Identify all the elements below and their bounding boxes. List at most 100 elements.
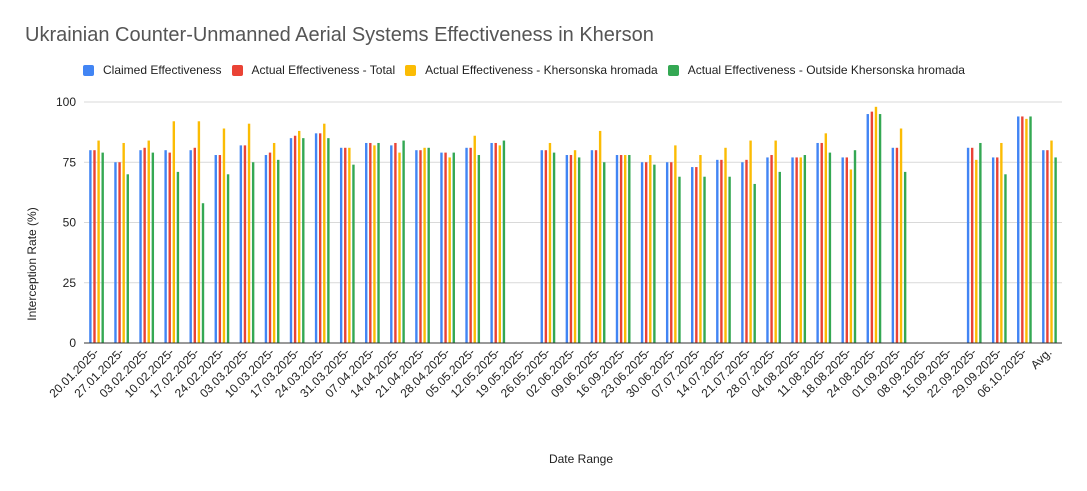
bar-2-23[interactable] — [674, 145, 677, 343]
bar-0-5[interactable] — [214, 155, 217, 343]
bar-0-10[interactable] — [339, 147, 343, 343]
legend-item-khersonska[interactable]: Actual Effectiveness - Khersonska hromad… — [405, 63, 658, 77]
bar-2-28[interactable] — [799, 157, 802, 343]
bar-1-19[interactable] — [569, 155, 573, 343]
bar-1-37[interactable] — [1021, 116, 1024, 344]
bar-3-5[interactable] — [226, 174, 230, 343]
bar-0-38[interactable] — [1042, 150, 1045, 343]
bar-2-37[interactable] — [1025, 118, 1028, 344]
bar-1-15[interactable] — [469, 147, 472, 343]
bar-2-15[interactable] — [473, 135, 476, 343]
bar-3-12[interactable] — [402, 140, 405, 343]
bar-2-29[interactable] — [824, 133, 828, 343]
bar-0-16[interactable] — [490, 142, 493, 343]
bar-3-0[interactable] — [101, 152, 104, 343]
bar-1-30[interactable] — [845, 157, 848, 343]
bar-3-26[interactable] — [753, 183, 756, 343]
bar-1-29[interactable] — [820, 142, 823, 343]
bar-3-27[interactable] — [778, 171, 781, 343]
bar-1-25[interactable] — [720, 159, 723, 343]
bar-2-9[interactable] — [323, 123, 326, 343]
bar-2-5[interactable] — [222, 128, 226, 343]
bar-2-12[interactable] — [398, 152, 401, 343]
bar-0-23[interactable] — [665, 162, 669, 343]
bar-1-22[interactable] — [644, 162, 648, 343]
bar-2-14[interactable] — [448, 157, 451, 343]
bar-0-32[interactable] — [891, 147, 895, 343]
bar-0-22[interactable] — [640, 162, 644, 343]
legend-item-claimed[interactable]: Claimed Effectiveness — [83, 63, 222, 77]
bar-0-4[interactable] — [189, 150, 192, 343]
bar-1-38[interactable] — [1046, 150, 1049, 343]
bar-0-18[interactable] — [540, 150, 543, 343]
bar-2-30[interactable] — [849, 169, 853, 343]
bar-3-9[interactable] — [327, 138, 330, 343]
bar-2-32[interactable] — [899, 128, 903, 343]
bar-1-26[interactable] — [745, 159, 748, 343]
bar-0-11[interactable] — [365, 142, 368, 343]
bar-3-19[interactable] — [577, 157, 581, 343]
bar-2-31[interactable] — [874, 106, 878, 343]
bar-0-7[interactable] — [264, 155, 268, 343]
bar-3-21[interactable] — [628, 155, 631, 343]
bar-3-4[interactable] — [201, 203, 205, 343]
bar-2-7[interactable] — [272, 142, 276, 343]
bar-0-36[interactable] — [991, 157, 995, 343]
bar-0-6[interactable] — [239, 145, 243, 343]
bar-3-13[interactable] — [427, 147, 430, 343]
bar-0-26[interactable] — [741, 162, 744, 343]
bar-3-15[interactable] — [477, 155, 481, 343]
bar-1-36[interactable] — [996, 157, 999, 343]
bar-2-26[interactable] — [749, 140, 752, 343]
bar-3-28[interactable] — [803, 155, 807, 343]
bar-0-29[interactable] — [816, 142, 819, 343]
bar-0-28[interactable] — [791, 157, 794, 343]
bar-2-8[interactable] — [298, 130, 301, 343]
bar-0-21[interactable] — [615, 155, 619, 343]
legend-item-actual-total[interactable]: Actual Effectiveness - Total — [231, 63, 395, 77]
bar-1-31[interactable] — [870, 111, 874, 343]
bar-3-29[interactable] — [828, 152, 832, 343]
bar-3-37[interactable] — [1029, 116, 1032, 344]
bar-2-6[interactable] — [247, 123, 251, 343]
bar-2-11[interactable] — [373, 145, 376, 343]
bar-1-12[interactable] — [394, 142, 397, 343]
bar-1-14[interactable] — [444, 152, 447, 343]
bar-0-13[interactable] — [415, 150, 418, 343]
bar-0-31[interactable] — [866, 114, 869, 343]
bar-3-6[interactable] — [251, 162, 255, 343]
bar-2-25[interactable] — [724, 147, 727, 343]
bar-3-38[interactable] — [1054, 157, 1057, 343]
bar-0-19[interactable] — [565, 155, 569, 343]
bar-1-21[interactable] — [619, 155, 623, 343]
bar-0-25[interactable] — [716, 159, 719, 343]
bar-3-36[interactable] — [1004, 174, 1007, 343]
bar-0-37[interactable] — [1017, 116, 1020, 344]
bar-1-8[interactable] — [293, 135, 297, 343]
bar-3-11[interactable] — [377, 142, 380, 343]
bar-3-31[interactable] — [878, 114, 882, 343]
bar-1-9[interactable] — [318, 133, 322, 343]
bar-2-18[interactable] — [548, 142, 552, 343]
bar-1-2[interactable] — [143, 147, 146, 343]
bar-1-6[interactable] — [243, 145, 247, 343]
bar-2-4[interactable] — [197, 121, 201, 343]
bar-3-23[interactable] — [678, 176, 681, 343]
bar-0-8[interactable] — [289, 138, 293, 343]
bar-1-5[interactable] — [218, 155, 222, 343]
bar-1-28[interactable] — [795, 157, 798, 343]
bar-1-3[interactable] — [168, 152, 171, 343]
bar-3-20[interactable] — [603, 162, 606, 343]
bar-3-10[interactable] — [352, 164, 355, 343]
bar-0-3[interactable] — [164, 150, 167, 343]
bar-0-12[interactable] — [390, 145, 393, 343]
bar-0-14[interactable] — [440, 152, 443, 343]
bar-2-10[interactable] — [348, 147, 351, 343]
bar-3-18[interactable] — [552, 152, 556, 343]
bar-2-13[interactable] — [423, 147, 426, 343]
bar-0-0[interactable] — [89, 150, 92, 343]
bar-1-1[interactable] — [118, 162, 121, 343]
bar-1-27[interactable] — [770, 155, 773, 343]
bar-1-13[interactable] — [419, 150, 422, 343]
bar-2-20[interactable] — [598, 130, 602, 343]
